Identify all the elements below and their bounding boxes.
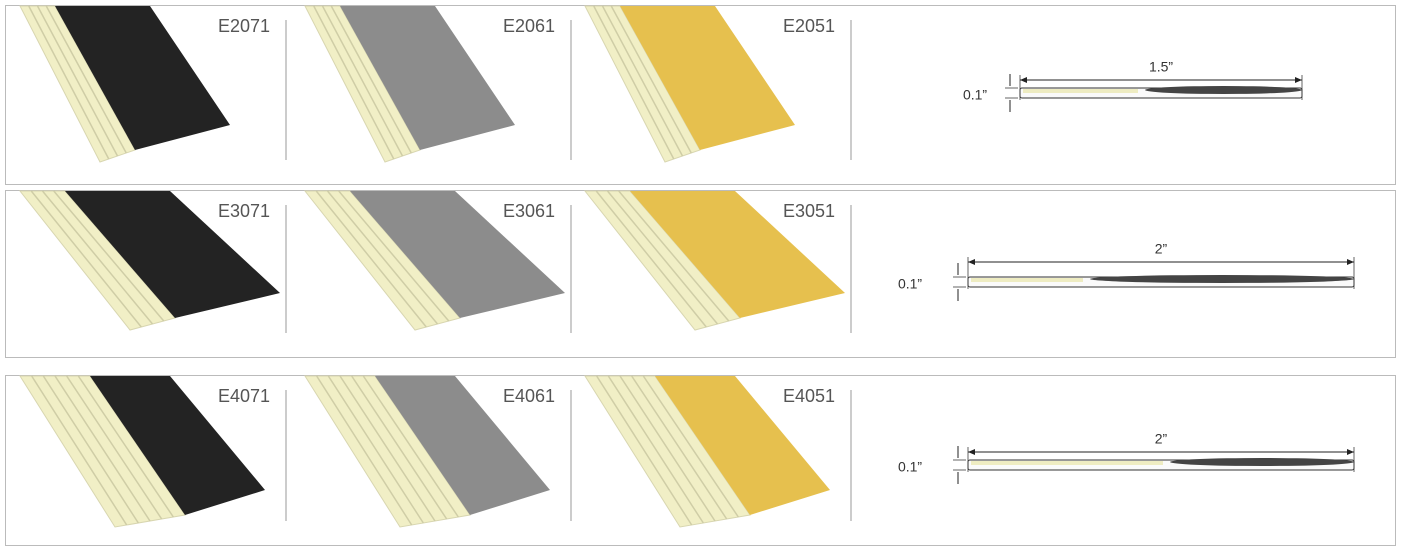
glow-groove — [28, 5, 110, 160]
color-band — [630, 191, 845, 318]
glow-groove — [77, 375, 174, 518]
arrow-head — [1020, 77, 1027, 83]
color-band — [55, 6, 230, 150]
glow-groove — [313, 5, 395, 160]
glow-groove — [45, 5, 127, 154]
profile-grit — [1170, 458, 1354, 466]
width-label: 2” — [1155, 241, 1168, 257]
glow-groove — [601, 5, 684, 157]
glow-groove — [53, 190, 165, 322]
product-code: E2071 — [218, 16, 270, 36]
arrow-head — [1347, 449, 1354, 455]
glow-groove — [41, 190, 154, 325]
product-code: E3051 — [783, 201, 835, 221]
product-image — [583, 190, 845, 331]
arrow-head — [1295, 77, 1302, 83]
thickness-label: 0.1” — [898, 276, 922, 292]
glow-groove — [642, 375, 739, 518]
product-code: E4061 — [503, 386, 555, 406]
glow-groove — [321, 5, 404, 157]
glow-groove — [606, 190, 719, 325]
glow-groove — [593, 5, 675, 160]
arrow-head — [1347, 259, 1354, 265]
profile-glow — [1023, 89, 1138, 93]
arrow-head — [968, 449, 975, 455]
product-code: E4051 — [783, 386, 835, 406]
glow-groove — [30, 190, 142, 328]
width-label: 2” — [1155, 431, 1168, 447]
glow-groove — [36, 5, 119, 157]
glow-groove — [610, 5, 692, 154]
glow-groove — [607, 375, 704, 524]
product-image — [584, 5, 795, 163]
glow-groove — [351, 375, 448, 520]
product-image — [303, 190, 565, 331]
glow-groove — [618, 190, 730, 322]
profile-grit — [1145, 86, 1302, 94]
glow-groove — [330, 5, 412, 154]
product-image — [304, 5, 515, 163]
color-band — [375, 376, 550, 515]
product-image — [19, 375, 265, 528]
thickness-label: 0.1” — [898, 459, 922, 475]
profile-glow — [971, 278, 1083, 282]
color-band — [620, 6, 795, 150]
width-label: 1.5” — [1149, 59, 1173, 75]
glow-groove — [315, 190, 427, 328]
glow-groove — [596, 375, 693, 526]
glow-groove — [631, 375, 728, 520]
product-code: E3071 — [218, 201, 270, 221]
glow-groove — [54, 375, 151, 522]
color-band — [350, 191, 565, 318]
glow-groove — [326, 190, 439, 325]
glow-groove — [66, 375, 163, 520]
product-code: E4071 — [218, 386, 270, 406]
glow-groove — [362, 375, 459, 518]
arrow-head — [968, 259, 975, 265]
product-code: E2061 — [503, 16, 555, 36]
product-image — [19, 5, 230, 163]
product-image — [584, 375, 830, 528]
profile-glow — [971, 461, 1163, 465]
glow-groove — [42, 375, 139, 524]
glow-groove — [327, 375, 424, 524]
glow-groove — [338, 190, 450, 322]
glow-groove — [619, 375, 716, 522]
product-code: E2051 — [783, 16, 835, 36]
product-image — [304, 375, 550, 528]
color-band — [65, 191, 280, 318]
glow-groove — [339, 375, 436, 522]
color-band — [340, 6, 515, 150]
product-code: E3061 — [503, 201, 555, 221]
glow-groove — [316, 375, 413, 526]
color-band — [90, 376, 265, 515]
glow-groove — [595, 190, 707, 328]
thickness-label: 0.1” — [963, 87, 987, 103]
color-band — [655, 376, 830, 515]
profile-grit — [1090, 275, 1354, 283]
product-image — [18, 190, 280, 331]
glow-groove — [31, 375, 128, 526]
